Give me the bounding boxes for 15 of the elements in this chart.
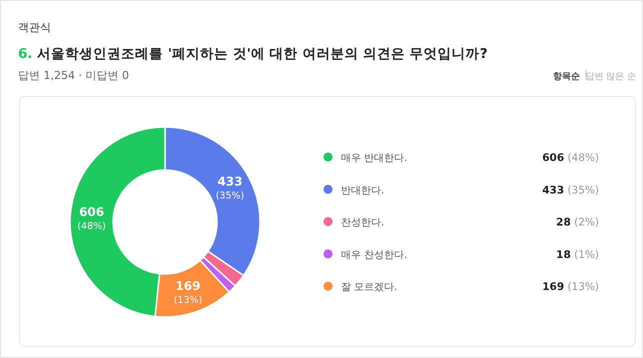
data-label: 18 (1%) bbox=[556, 248, 599, 261]
text: 606 (48%) bbox=[542, 152, 599, 164]
legend-label: 매우 찬성한다. bbox=[341, 250, 408, 261]
text: 433 (35%) bbox=[542, 184, 599, 196]
legend-label: 잘 모르겠다. bbox=[341, 282, 398, 294]
data-label: 28 (2%) bbox=[556, 216, 599, 229]
text: 항목순 bbox=[553, 72, 580, 82]
legend-label: 매우 반대한다. bbox=[341, 153, 408, 164]
legend-label: 반대한다. bbox=[341, 185, 384, 196]
text: 답변 많은 순 bbox=[585, 72, 636, 82]
chart-subtitle: 답변 1,254 · 미답변 0 bbox=[18, 69, 129, 82]
chart-title: 6. 서울학생인권조례를 '폐지하는 것'에 대한 여러분의 의견은 무엇입니까? bbox=[18, 46, 488, 62]
text: 객관식 bbox=[18, 21, 51, 34]
legend-label: 찬성한다. bbox=[341, 218, 384, 229]
text: 169 (13%) bbox=[542, 281, 599, 294]
